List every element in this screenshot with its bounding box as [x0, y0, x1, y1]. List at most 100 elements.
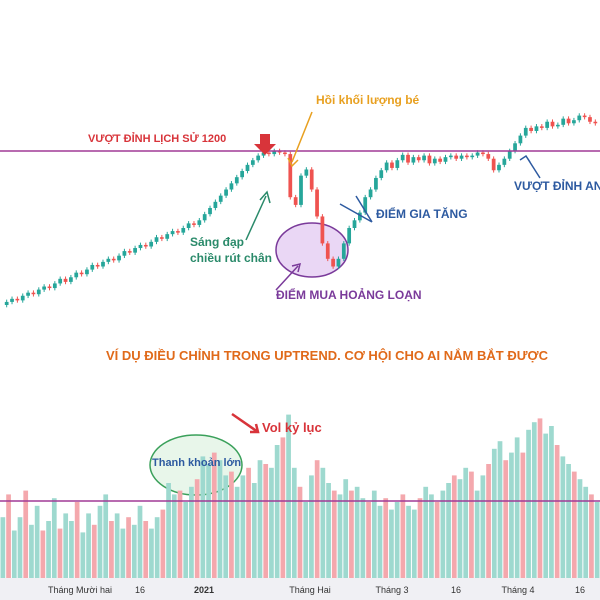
volume-bar [434, 502, 440, 578]
volume-bar [154, 517, 160, 578]
candle-body [561, 118, 566, 125]
volume-bar [200, 456, 206, 578]
volume-bar [51, 498, 57, 578]
volume-bar [103, 494, 109, 578]
candle-body [202, 214, 207, 221]
volume-bar [406, 505, 411, 578]
candle-body [20, 295, 25, 301]
candle-body [379, 170, 384, 178]
volume-bar [91, 524, 97, 578]
candle-body [122, 251, 127, 256]
volume-bar [486, 464, 491, 578]
candle-body [545, 121, 550, 128]
volume-bar [274, 445, 280, 578]
candle-body [529, 127, 533, 131]
volume-bar [177, 490, 183, 578]
volume-bar [160, 509, 166, 578]
candle-body [422, 155, 426, 161]
add-point-label: ĐIỂM GIA TĂNG [376, 206, 468, 221]
purple-arrow [275, 265, 299, 291]
volume-bar [309, 475, 314, 578]
blue-arrows [339, 195, 373, 223]
candle-body [534, 126, 539, 131]
candle-body [384, 162, 389, 171]
shakeout-label-line2: chiều rút chân [190, 251, 272, 265]
volume-bar [469, 471, 474, 578]
x-tick-label: 16 [135, 585, 145, 595]
candle-body [465, 155, 469, 158]
candle-body [186, 223, 191, 228]
volume-bar [503, 460, 509, 578]
volume-bar [0, 517, 6, 578]
volume-bar [354, 486, 360, 578]
volume-bar [280, 437, 286, 578]
candle-body [288, 154, 293, 198]
candle-body [363, 197, 368, 213]
candle-body [406, 154, 410, 163]
candle-body [347, 228, 352, 244]
candle-body [85, 269, 89, 275]
volume-bar [206, 464, 211, 578]
volume-bar [411, 509, 417, 578]
volume-bar [17, 517, 23, 578]
candle-body [213, 201, 218, 208]
candle-body [566, 118, 571, 124]
volume-bar [80, 532, 86, 578]
volume-bar [440, 490, 446, 578]
volume-bar [446, 483, 451, 578]
volume-bar [320, 467, 326, 578]
candle-body [4, 301, 9, 305]
candle-body [149, 241, 154, 247]
candle-body [341, 243, 346, 259]
volume-bar [297, 486, 303, 578]
candle-body [357, 212, 362, 221]
panic-buy-label: ĐIỂM MUA HOẢNG LOẠN [276, 287, 422, 302]
volume-bar [303, 502, 309, 578]
ath-label: VƯỢT ĐỈNH LỊCH SỬ 1200 [88, 132, 226, 145]
x-axis-strip [0, 578, 600, 600]
candle-body [502, 158, 507, 165]
x-tick-label: Tháng 4 [501, 585, 534, 595]
volume-bar [183, 502, 189, 578]
candle-body [374, 177, 378, 190]
candle-body [234, 177, 239, 184]
candle-body [240, 171, 245, 178]
candle-body [250, 160, 255, 165]
candle-body [470, 155, 475, 158]
volume-bar [97, 505, 103, 578]
volume-bar [560, 456, 566, 578]
candle-body [63, 278, 68, 282]
volume-bar [377, 505, 383, 578]
volume-bar [120, 528, 126, 578]
candle-body [52, 283, 57, 289]
volume-bar [217, 460, 223, 578]
candle-body [165, 234, 170, 239]
candle-body [79, 272, 84, 275]
volume-bar [520, 452, 526, 578]
candle-body [593, 121, 598, 124]
volume-bar [331, 490, 337, 578]
volume-bar [166, 483, 171, 578]
candle-body [475, 152, 480, 156]
record-vol-label: Vol kỷ lục [262, 420, 322, 435]
volume-bar [463, 467, 469, 578]
candle-body [491, 158, 496, 171]
volume-bar [34, 505, 40, 578]
volume-bar [211, 452, 217, 578]
volume-bar [554, 445, 560, 578]
volume-bar [583, 486, 589, 578]
candle-body [127, 251, 132, 253]
volume-bar [131, 524, 137, 578]
candle-body [143, 244, 148, 247]
volume-bar [549, 426, 554, 578]
volume-bar [474, 490, 480, 578]
candle-body [90, 264, 95, 270]
x-tick-label: Tháng Mười hai [48, 585, 112, 595]
candle-body [36, 289, 41, 295]
candle-body [106, 258, 111, 262]
headline: VÍ DỤ ĐIỀU CHỈNH TRONG UPTREND. CƠ HỘI C… [106, 348, 549, 363]
volume-bar [126, 517, 131, 578]
candle-body [58, 278, 63, 284]
candle-body [69, 277, 73, 282]
candle-body [293, 197, 298, 205]
